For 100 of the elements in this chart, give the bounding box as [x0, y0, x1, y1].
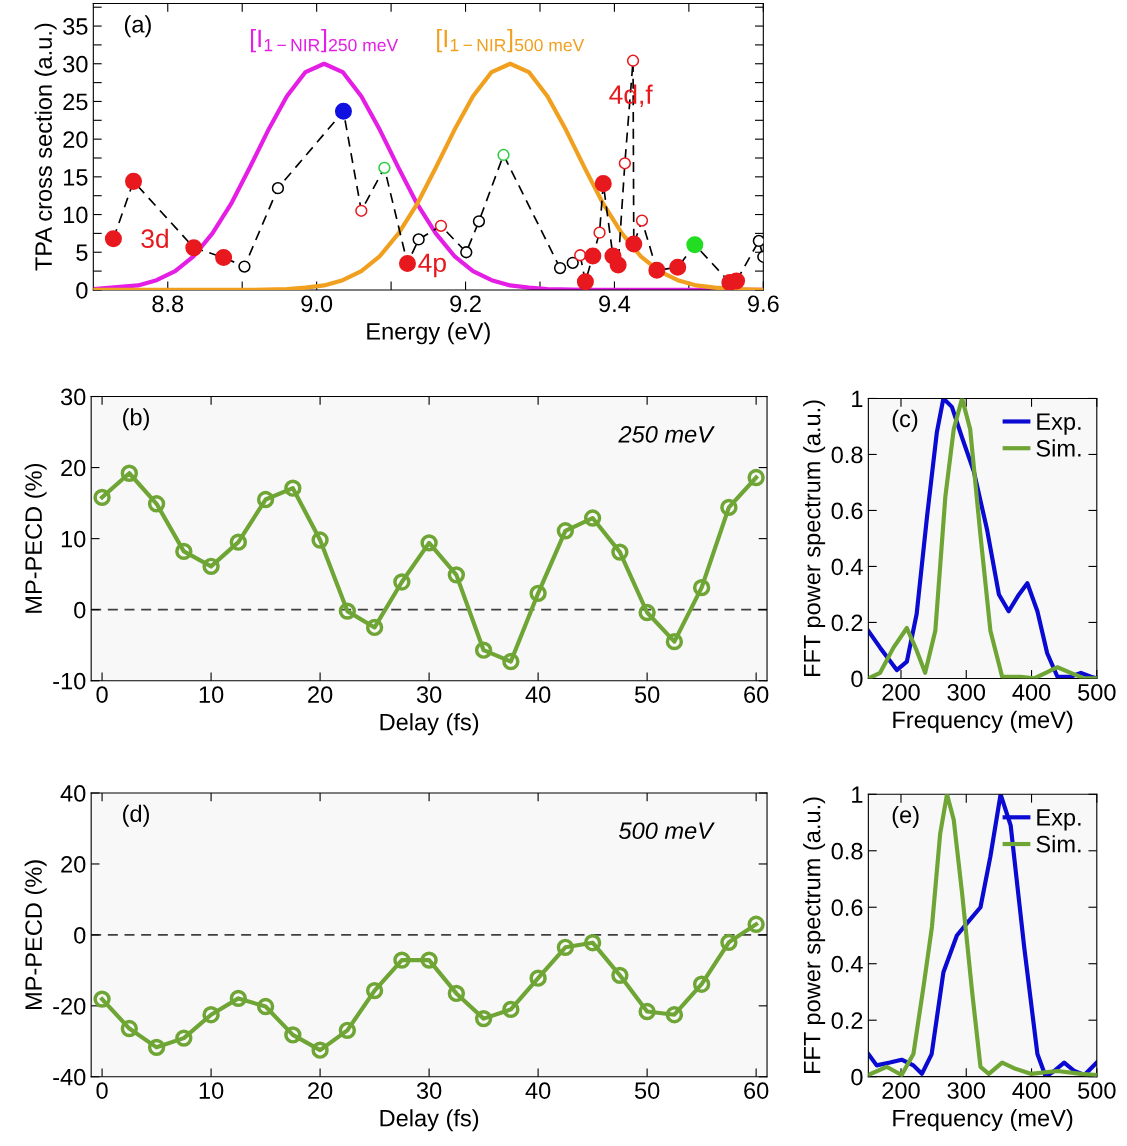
point — [556, 522, 575, 540]
y-axis-title: FFT power spectrum (a.u.) — [803, 797, 826, 1074]
x-tick-label: 10 — [199, 1082, 224, 1099]
y-tick-label: 0 — [74, 601, 86, 619]
point — [120, 464, 139, 482]
point — [665, 1006, 684, 1024]
point — [665, 632, 684, 651]
y-tick-label: 10 — [63, 206, 88, 224]
point — [256, 997, 275, 1016]
point — [747, 915, 765, 933]
y-tick-label: 10 — [61, 530, 86, 548]
point — [311, 1041, 329, 1059]
x-tick-label: 0 — [96, 1082, 108, 1099]
x-tick-label: 60 — [744, 1082, 769, 1099]
annotation: 500 meV — [619, 822, 715, 840]
annotation: 3d — [141, 228, 168, 249]
y-tick-label: 0.6 — [831, 502, 863, 520]
point — [229, 533, 248, 551]
point — [338, 602, 357, 620]
y-tick-label: 20 — [61, 856, 86, 873]
point — [284, 479, 302, 497]
point — [747, 468, 765, 487]
y-tick-label: 40 — [60, 785, 86, 802]
annotation: (c) — [892, 409, 918, 432]
annotation: 4p — [418, 253, 446, 278]
point — [393, 573, 411, 591]
point — [529, 584, 547, 603]
point — [638, 1002, 656, 1021]
y-axis-title: MP-PECD (%) — [24, 464, 47, 613]
x-tick-label: 10 — [199, 686, 224, 703]
x-tick-label: 40 — [525, 686, 551, 703]
x-tick-label: 40 — [525, 1082, 551, 1099]
point — [420, 534, 438, 552]
x-tick-label: 50 — [634, 1082, 660, 1099]
y-tick-label: 35 — [63, 18, 88, 35]
point — [420, 951, 438, 969]
y-tick-label: 0.8 — [831, 842, 863, 860]
series-label: [I$_{1−NIR}$]$_{500 meV}$ — [437, 28, 585, 53]
point — [175, 1029, 193, 1047]
y-tick-label: -20 — [53, 997, 86, 1015]
annotation: (d) — [123, 804, 149, 827]
y-tick-label: 20 — [61, 459, 86, 477]
x-tick-label: 500 — [1078, 683, 1116, 701]
series-label: [I$_{1−NIR}$]$_{250 meV}$ — [251, 28, 399, 53]
point — [256, 490, 275, 509]
x-tick-label: 500 — [1078, 1082, 1116, 1099]
x-tick-label: 9.4 — [599, 295, 631, 313]
x-tick-label: 300 — [947, 683, 986, 701]
x-tick-label: 200 — [882, 683, 920, 701]
point — [583, 509, 602, 527]
x-tick-label: 400 — [1012, 1082, 1051, 1099]
point — [474, 641, 493, 659]
point — [365, 981, 384, 1000]
y-tick-label: 0 — [851, 1068, 863, 1086]
point — [692, 975, 711, 993]
point — [720, 933, 738, 952]
legend-label: Sim. — [1036, 835, 1081, 853]
annotation: 4d,f — [609, 84, 653, 108]
point — [447, 984, 466, 1003]
annotation: (b) — [123, 408, 149, 431]
point — [120, 1019, 139, 1038]
y-axis-title: FFT power spectrum (a.u.) — [803, 400, 826, 677]
point — [147, 1038, 166, 1057]
point — [147, 495, 166, 513]
x-tick-label: 30 — [416, 1082, 442, 1099]
x-tick-label: 300 — [947, 1082, 986, 1099]
legend-label: Exp. — [1037, 809, 1081, 831]
x-tick-label: 20 — [308, 1082, 333, 1099]
y-tick-label: 20 — [63, 131, 88, 148]
legend-label: Exp. — [1037, 413, 1081, 435]
x-axis-title: Energy (eV) — [367, 322, 490, 345]
y-tick-label: -10 — [53, 672, 86, 690]
point — [338, 1021, 357, 1039]
y-tick-label: 30 — [60, 388, 86, 406]
x-tick-label: 30 — [416, 686, 442, 703]
point — [611, 966, 629, 985]
point — [502, 652, 520, 671]
x-tick-label: 9.0 — [301, 295, 333, 313]
point — [93, 488, 111, 507]
point — [229, 989, 248, 1008]
point — [692, 578, 711, 597]
annotation: (a) — [124, 15, 151, 38]
legend-label: Sim. — [1036, 439, 1081, 457]
annotation: (e) — [892, 805, 919, 828]
y-tick-label: 0.8 — [831, 446, 863, 464]
y-axis-title: MP-PECD (%) — [24, 860, 47, 1010]
point — [556, 938, 575, 957]
y-tick-label: 0 — [74, 926, 86, 944]
x-tick-label: 9.2 — [450, 295, 481, 313]
y-tick-label: 0 — [851, 670, 863, 688]
line-series — [868, 794, 1097, 1077]
point — [202, 557, 220, 576]
x-tick-label: 20 — [308, 686, 333, 703]
x-tick-label: 0 — [96, 686, 108, 703]
y-tick-label: 0.2 — [831, 1012, 863, 1029]
point — [93, 990, 111, 1008]
y-axis-title: TPA cross section (a.u.) — [34, 23, 57, 271]
point — [447, 566, 466, 584]
y-tick-label: 15 — [63, 169, 88, 186]
x-tick-label: 60 — [744, 686, 769, 703]
